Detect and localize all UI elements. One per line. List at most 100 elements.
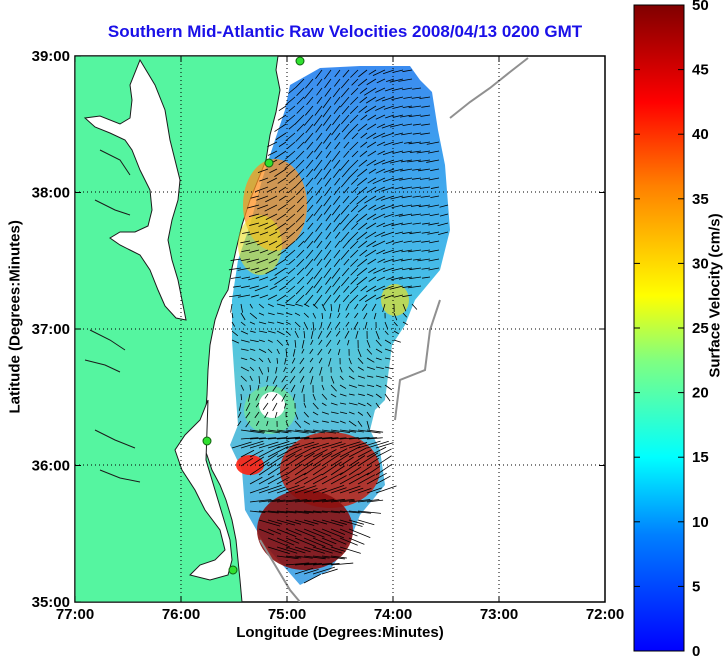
velocity-arrow xyxy=(249,348,256,351)
velocity-arrow xyxy=(402,321,408,326)
velocity-arrow xyxy=(412,132,422,135)
x-tick-label: 77:00 xyxy=(56,606,94,623)
velocity-arrow xyxy=(305,159,314,169)
velocity-arrow xyxy=(429,240,440,244)
velocity-arrow xyxy=(411,96,422,99)
velocity-arrow xyxy=(288,177,296,184)
velocity-arrow xyxy=(264,393,269,399)
velocity-arrow xyxy=(332,114,341,126)
velocity-arrow xyxy=(349,105,359,114)
velocity-arrow xyxy=(285,546,306,554)
velocity-arrow xyxy=(249,366,255,371)
velocity-arrow xyxy=(285,222,296,231)
velocity-arrow xyxy=(408,141,422,145)
velocity-arrow xyxy=(295,159,305,169)
velocity-arrow xyxy=(350,267,359,276)
velocity-arrow xyxy=(348,357,352,365)
velocity-arrow xyxy=(366,222,377,230)
velocity-arrow xyxy=(334,69,341,78)
x-tick-label: 73:00 xyxy=(480,606,518,623)
velocity-arrow xyxy=(351,132,359,140)
velocity-arrow xyxy=(325,339,332,347)
velocity-arrow xyxy=(365,96,377,104)
velocity-arrow xyxy=(366,393,374,397)
velocity-arrow xyxy=(230,303,233,313)
velocity-arrow xyxy=(297,276,305,285)
velocity-arrow xyxy=(287,204,296,212)
velocity-arrow xyxy=(285,114,296,124)
velocity-arrow xyxy=(240,393,243,401)
velocity-arrow xyxy=(267,303,274,307)
velocity-arrow xyxy=(375,294,386,300)
velocity-arrow xyxy=(324,240,332,250)
velocity-arrow xyxy=(294,441,315,449)
velocity-arrow xyxy=(294,446,315,458)
velocity-arrow xyxy=(296,96,305,105)
velocity-arrow xyxy=(418,159,431,163)
velocity-arrow xyxy=(380,204,395,210)
velocity-arrow xyxy=(312,487,327,494)
velocity-arrow xyxy=(366,384,375,388)
velocity-arrow xyxy=(330,510,346,513)
velocity-arrow xyxy=(327,348,332,354)
colorbar-tick-label: 20 xyxy=(692,385,709,402)
velocity-arrow xyxy=(373,204,386,211)
x-tick-label: 74:00 xyxy=(374,606,412,623)
colorbar-tick-label: 35 xyxy=(692,191,709,208)
velocity-arrow xyxy=(368,168,377,174)
velocity-arrow xyxy=(325,285,332,294)
velocity-arrow xyxy=(258,312,265,316)
velocity-arrow xyxy=(290,384,296,393)
velocity-arrow xyxy=(325,231,332,240)
velocity-arrow xyxy=(358,222,368,231)
velocity-arrow xyxy=(421,276,431,279)
velocity-arrow xyxy=(294,528,316,538)
velocity-arrow xyxy=(407,249,422,253)
velocity-arrow xyxy=(384,357,391,360)
velocity-arrow xyxy=(372,213,386,220)
velocity-arrow xyxy=(237,294,251,298)
velocity-arrow xyxy=(345,303,350,311)
velocity-arrow xyxy=(306,141,314,150)
velocity-arrow xyxy=(391,222,404,227)
velocity-arrow xyxy=(393,312,398,321)
velocity-arrow xyxy=(249,429,266,433)
velocity-arrow xyxy=(321,429,340,433)
velocity-arrow xyxy=(267,446,289,458)
velocity-arrow xyxy=(303,510,322,514)
velocity-arrow xyxy=(287,186,296,194)
velocity-arrow xyxy=(368,204,377,210)
velocity-arrow xyxy=(321,555,345,560)
velocity-arrow xyxy=(249,321,256,325)
velocity-arrow xyxy=(399,177,413,181)
velocity-arrow xyxy=(394,213,404,217)
velocity-arrow xyxy=(267,510,288,514)
velocity-arrow xyxy=(375,87,386,93)
x-tick-label: 76:00 xyxy=(162,606,200,623)
velocity-arrow xyxy=(332,87,341,98)
velocity-arrow xyxy=(257,240,269,246)
velocity-arrow xyxy=(426,141,440,145)
velocity-arrow xyxy=(350,96,359,105)
velocity-arrow xyxy=(318,357,323,364)
velocity-arrow xyxy=(330,443,346,449)
velocity-arrow xyxy=(246,258,260,263)
velocity-arrow xyxy=(294,330,299,339)
x-axis-ticks: 77:00 76:00 75:00 74:00 73:00 72:00 xyxy=(56,56,624,623)
colorbar-tick-label: 40 xyxy=(692,126,709,143)
velocity-arrow xyxy=(303,411,309,418)
velocity-arrow xyxy=(312,510,328,513)
velocity-arrow xyxy=(384,321,388,329)
velocity-arrow xyxy=(339,366,343,373)
velocity-arrow xyxy=(267,339,273,343)
velocity-arrow xyxy=(321,449,337,458)
velocity-arrow xyxy=(354,303,359,310)
velocity-arrow xyxy=(332,276,341,288)
velocity-arrow xyxy=(398,276,413,280)
sound-water xyxy=(174,399,233,581)
velocity-arrow xyxy=(398,213,413,217)
velocity-arrow xyxy=(268,258,278,264)
velocity-arrow xyxy=(321,519,344,527)
velocity-arrow xyxy=(315,69,323,79)
velocity-arrow xyxy=(281,393,287,402)
